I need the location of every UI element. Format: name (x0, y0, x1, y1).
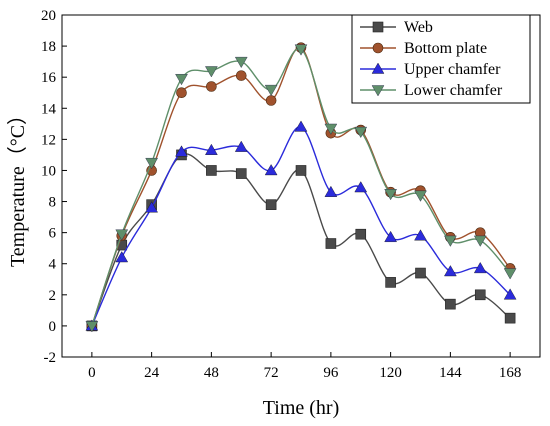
legend-entry: Lower chamfer (360, 82, 503, 99)
data-point (504, 312, 516, 324)
data-point (473, 235, 487, 247)
data-point (445, 298, 456, 310)
plot-frame (61, 14, 541, 358)
data-point (324, 185, 338, 197)
legend-entry: Web (360, 19, 433, 36)
data-point (503, 268, 517, 280)
data-point (294, 44, 308, 56)
legend: Web Bottom plate Upper chamfer Lower chamfe… (351, 14, 531, 104)
series-lines (85, 42, 517, 333)
data-point (474, 289, 486, 301)
y-tick-label: 2 (49, 288, 57, 304)
data-point (294, 120, 308, 132)
series-lower-chamfer (85, 44, 517, 333)
legend-marker (372, 21, 384, 33)
data-point (205, 66, 218, 78)
y-tick-label: 8 (49, 195, 57, 211)
data-point (295, 165, 307, 176)
data-point (145, 201, 158, 213)
legend-marker (372, 42, 384, 54)
x-tick-label: 168 (499, 365, 522, 381)
y-tick-label: 14 (41, 101, 57, 117)
data-point (354, 126, 368, 138)
data-point (265, 199, 277, 210)
data-point (414, 190, 427, 202)
data-point (384, 230, 397, 243)
data-point (206, 165, 217, 176)
series-upper-chamfer (85, 120, 517, 331)
y-tick-label: 16 (41, 70, 57, 86)
data-point (444, 265, 457, 277)
data-point (176, 87, 187, 99)
x-axis-title: Time (hr) (263, 397, 339, 419)
x-tick-label: 96 (323, 365, 339, 381)
data-point (473, 261, 487, 274)
y-tick-label: 20 (41, 8, 56, 24)
data-point (235, 70, 247, 81)
legend-label: Upper chamfer (404, 61, 501, 78)
data-point (234, 140, 248, 152)
data-point (234, 56, 248, 69)
legend-entry: Bottom plate (360, 40, 487, 57)
data-point (265, 95, 277, 106)
x-tick-label: 72 (264, 365, 279, 381)
data-point (206, 81, 217, 92)
data-point (355, 228, 367, 240)
data-point (444, 235, 457, 247)
legend-marker (371, 85, 385, 97)
data-point (145, 157, 158, 170)
data-point (354, 181, 368, 193)
x-tick-label: 48 (204, 365, 219, 381)
x-tick-label: 0 (88, 365, 96, 381)
data-point (325, 238, 337, 249)
data-point (85, 321, 99, 333)
data-point (264, 164, 278, 176)
data-point (503, 288, 517, 300)
y-tick-label: 18 (41, 39, 56, 55)
y-tick-label: 6 (49, 226, 57, 242)
y-tick-label: 10 (41, 163, 56, 179)
legend-marker (371, 62, 385, 74)
data-point (115, 229, 129, 241)
x-tick-label: 144 (439, 365, 462, 381)
data-point (115, 251, 129, 263)
y-axis-title: Temperature（°C） (6, 105, 29, 267)
data-point (235, 168, 247, 179)
data-point (384, 189, 397, 201)
y-tick-label: 0 (49, 319, 57, 335)
data-point (175, 74, 188, 86)
data-point (414, 229, 427, 241)
y-tick-label: 12 (41, 132, 56, 148)
x-tick-label: 120 (379, 365, 402, 381)
data-point (175, 145, 188, 157)
data-point (415, 267, 426, 279)
legend-label: Bottom plate (404, 40, 487, 57)
series-web (86, 149, 516, 332)
legend-label: Web (404, 19, 433, 36)
x-tick-label: 24 (144, 365, 160, 381)
data-point (324, 123, 338, 135)
data-point (385, 277, 396, 288)
y-tick-label: 4 (49, 257, 57, 273)
y-tick-label: -2 (44, 350, 57, 366)
legend-label: Lower chamfer (404, 82, 503, 99)
series-line (91, 126, 511, 327)
data-point (205, 143, 218, 155)
legend-entry: Upper chamfer (360, 61, 501, 78)
data-point (264, 84, 278, 97)
